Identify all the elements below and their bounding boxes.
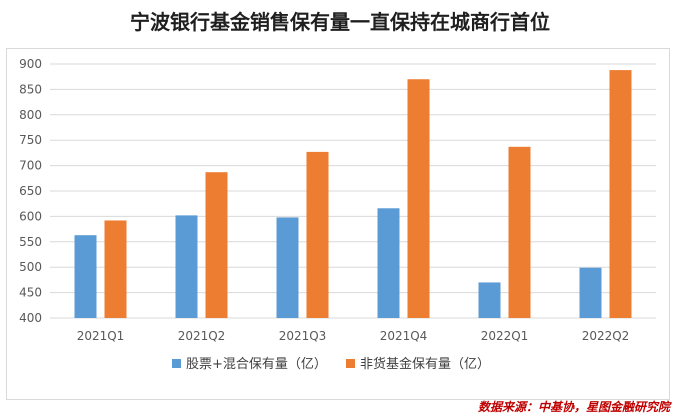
y-tick-label: 400 (19, 311, 42, 325)
legend-swatch (346, 359, 355, 368)
legend-label: 股票+混合保有量（亿） (186, 357, 327, 372)
gridlines (50, 63, 656, 319)
bar-non-money-2021Q3 (306, 151, 329, 318)
x-tick-label: 2021Q3 (279, 329, 327, 343)
x-tick-label: 2021Q1 (77, 329, 125, 343)
x-tick-label: 2021Q4 (380, 329, 428, 343)
bar-equity-mixed-2021Q4 (377, 208, 400, 318)
y-tick-label: 900 (19, 57, 42, 71)
y-tick-label: 800 (19, 108, 42, 122)
x-tick-label: 2021Q2 (178, 329, 226, 343)
bar-non-money-2021Q4 (407, 79, 430, 319)
y-tick-label: 500 (19, 260, 42, 274)
source-note: 数据来源：中基协，星图金融研究院 (477, 400, 670, 414)
y-tick-label: 600 (19, 209, 42, 223)
y-tick-label: 750 (19, 133, 42, 147)
bar-non-money-2021Q1 (104, 220, 127, 318)
bar-equity-mixed-2021Q1 (74, 235, 97, 318)
legend-swatch (172, 359, 181, 368)
y-tick-label: 700 (19, 159, 42, 173)
x-tick-label: 2022Q1 (481, 329, 529, 343)
bar-equity-mixed-2021Q3 (276, 217, 299, 318)
bar-non-money-2022Q2 (609, 70, 632, 318)
bar-equity-mixed-2022Q2 (579, 267, 602, 318)
bar-equity-mixed-2022Q1 (478, 282, 501, 318)
y-axis: 400 450 500 550 600 650 700 750 800 850 900 (19, 57, 42, 325)
y-tick-label: 550 (19, 235, 42, 249)
chart-title: 宁波银行基金销售保有量一直保持在城商行首位 (130, 10, 550, 34)
x-axis: 2021Q1 2021Q2 2021Q3 2021Q4 2022Q1 2022Q2 (77, 329, 630, 343)
chart-frame (6, 48, 670, 400)
y-tick-label: 650 (19, 184, 42, 198)
y-tick-label: 850 (19, 82, 42, 96)
legend-label: 非货基金保有量（亿） (360, 356, 490, 372)
bars (74, 70, 632, 319)
x-tick-label: 2022Q2 (582, 329, 630, 343)
y-tick-label: 450 (19, 286, 42, 300)
bar-non-money-2021Q2 (205, 172, 228, 318)
legend: 股票+混合保有量（亿） 非货基金保有量（亿） (172, 356, 490, 372)
bar-equity-mixed-2021Q2 (175, 215, 198, 318)
bar-non-money-2022Q1 (508, 146, 531, 318)
